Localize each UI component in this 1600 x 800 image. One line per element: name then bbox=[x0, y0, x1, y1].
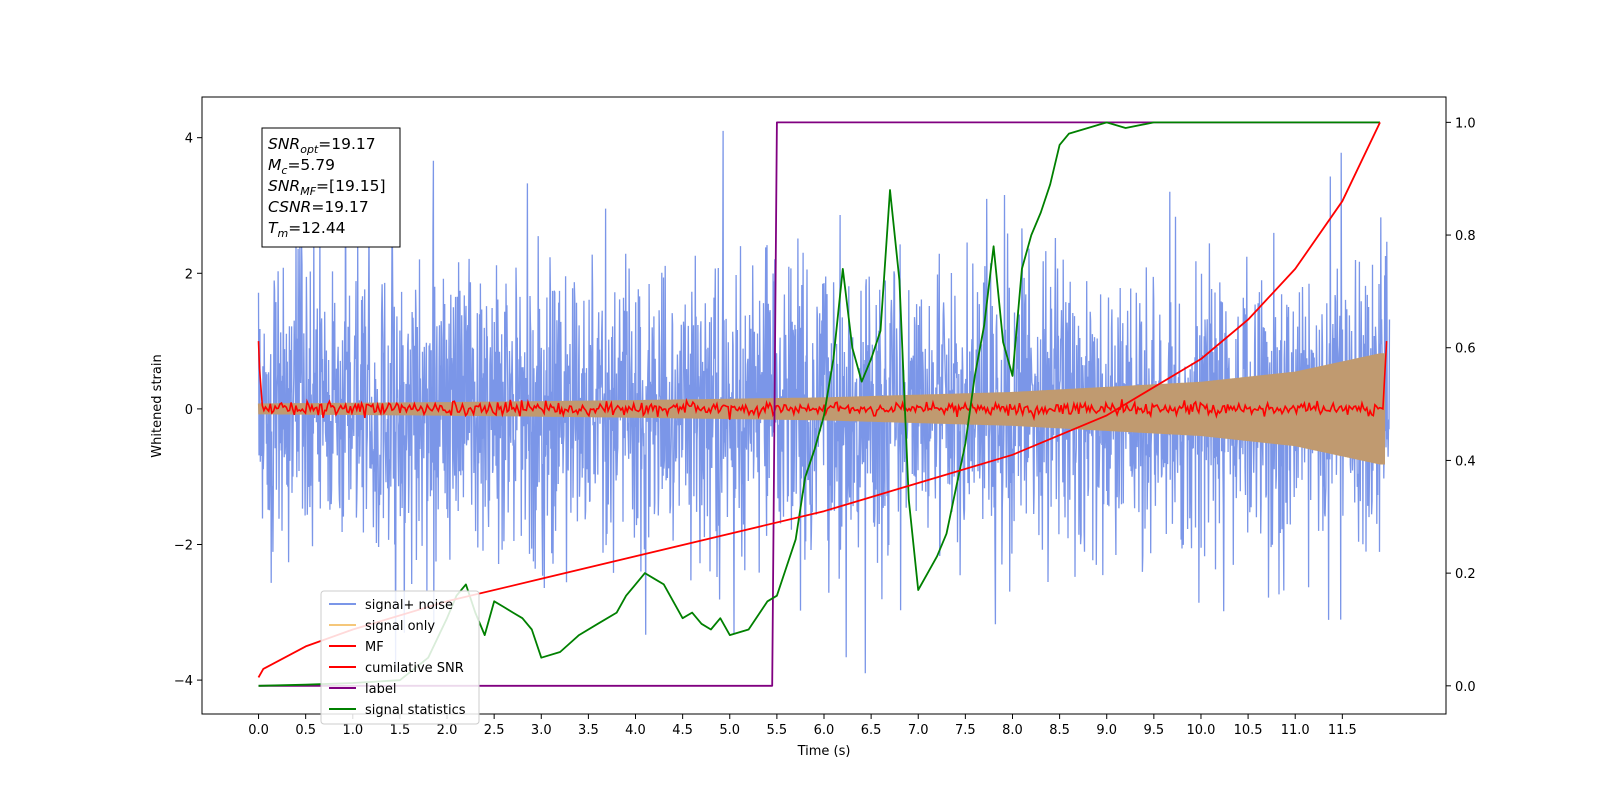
legend-entry-label: label bbox=[365, 682, 396, 697]
series-signal-statistics-line bbox=[258, 121, 1380, 687]
x-tick-label: 2.5 bbox=[484, 723, 505, 738]
y-right-tick-label: 0.8 bbox=[1455, 229, 1476, 244]
x-tick-label: 4.0 bbox=[625, 723, 646, 738]
stats-annotation-box: SNRopt=19.17Mc=5.79SNRMF=[19.15]CSNR=19.… bbox=[261, 127, 401, 248]
legend-entry-label: signal statistics bbox=[365, 703, 466, 718]
stats-line: CSNR=19.17 bbox=[268, 198, 369, 216]
y-right-tick-label: 0.0 bbox=[1455, 680, 1476, 695]
x-tick-label: 8.5 bbox=[1049, 723, 1070, 738]
x-tick-label: 6.5 bbox=[861, 723, 882, 738]
x-tick-label: 4.5 bbox=[672, 723, 693, 738]
series-mf-line bbox=[257, 341, 1388, 422]
stats-line: SNRopt=19.17 bbox=[268, 135, 376, 156]
x-tick-label: 10.5 bbox=[1234, 723, 1263, 738]
stats-line: Mc=5.79 bbox=[268, 156, 335, 177]
stats-line: Tm=12.44 bbox=[268, 219, 346, 240]
x-tick-label: 1.5 bbox=[390, 723, 411, 738]
x-tick-label: 7.5 bbox=[955, 723, 976, 738]
y-axis-left: −4 −2 0 2 4 bbox=[174, 132, 202, 689]
y-left-tick-label: 0 bbox=[185, 403, 193, 418]
x-tick-label: 3.5 bbox=[578, 723, 599, 738]
plot-area bbox=[257, 121, 1391, 687]
x-tick-label: 5.0 bbox=[719, 723, 740, 738]
stats-box-frame bbox=[261, 127, 401, 248]
legend-entry-label: cumilative SNR bbox=[365, 661, 464, 676]
x-tick-label: 8.0 bbox=[1002, 723, 1023, 738]
series-signal-noise-line bbox=[257, 130, 1391, 674]
legend: signal+ noise signal only MF cumilative SNR… bbox=[320, 590, 480, 725]
y-left-tick-label: 2 bbox=[185, 267, 193, 282]
x-axis: 0.0 0.5 1.0 1.5 2.0 2.5 3.0 3.5 4.0 4.5 5.0 5.5 6.0 6… bbox=[248, 714, 1357, 738]
x-tick-label: 11.5 bbox=[1328, 723, 1357, 738]
y-left-tick-label: −2 bbox=[174, 538, 193, 553]
x-tick-label: 10.0 bbox=[1186, 723, 1215, 738]
y-left-tick-label: 4 bbox=[185, 132, 193, 147]
x-tick-label: 9.5 bbox=[1144, 723, 1165, 738]
x-tick-label: 2.0 bbox=[437, 723, 458, 738]
x-tick-label: 0.0 bbox=[248, 723, 269, 738]
legend-entry-label: MF bbox=[365, 640, 384, 655]
x-tick-label: 6.0 bbox=[814, 723, 835, 738]
legend-frame bbox=[320, 590, 480, 725]
x-tick-label: 5.5 bbox=[767, 723, 788, 738]
x-tick-label: 0.5 bbox=[295, 723, 316, 738]
y-right-tick-label: 1.0 bbox=[1455, 116, 1476, 131]
x-tick-label: 11.0 bbox=[1281, 723, 1310, 738]
x-tick-label: 1.0 bbox=[342, 723, 363, 738]
stats-line: SNRMF=[19.15] bbox=[268, 177, 386, 198]
x-axis-label: Time (s) bbox=[797, 744, 851, 759]
x-tick-label: 9.0 bbox=[1096, 723, 1117, 738]
y-right-tick-label: 0.2 bbox=[1455, 567, 1476, 582]
series-signal-only-line bbox=[257, 353, 1386, 465]
x-tick-label: 7.0 bbox=[908, 723, 929, 738]
y-axis-right: 0.0 0.2 0.4 0.6 0.8 1.0 bbox=[1446, 116, 1476, 695]
y-left-tick-label: −4 bbox=[174, 674, 193, 689]
legend-entry-label: signal only bbox=[365, 619, 435, 634]
series-label-line bbox=[258, 121, 1380, 687]
y-right-tick-label: 0.6 bbox=[1455, 342, 1476, 357]
y-axis-left-label: Whitened strain bbox=[150, 354, 165, 457]
x-tick-label: 3.0 bbox=[531, 723, 552, 738]
legend-entry-label: signal+ noise bbox=[365, 598, 453, 613]
y-right-tick-label: 0.4 bbox=[1455, 454, 1476, 469]
